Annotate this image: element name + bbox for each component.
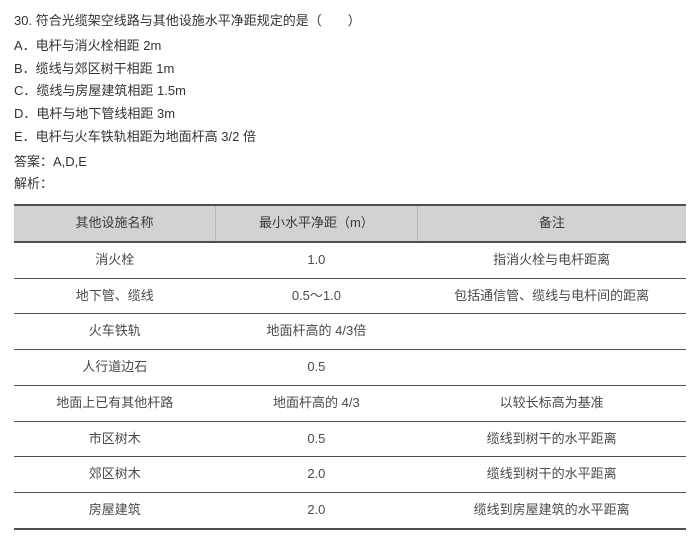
table-header-row: 其他设施名称 最小水平净距（m） 备注 [14, 205, 686, 242]
cell-remark: 包括通信管、缆线与电杆间的距离 [417, 278, 686, 314]
cell-remark [417, 350, 686, 386]
cell-facility: 火车铁轨 [14, 314, 216, 350]
cell-distance: 0.5～1.0 [216, 278, 418, 314]
col-header-facility: 其他设施名称 [14, 205, 216, 242]
option-a: A．电杆与消火栓相距 2m [14, 35, 686, 58]
option-c: C．缆线与房屋建筑相距 1.5m [14, 80, 686, 103]
table-row: 地面上已有其他杆路 地面杆高的 4/3 以较长标高为基准 [14, 385, 686, 421]
option-e: E．电杆与火车铁轨相距为地面杆高 3/2 倍 [14, 126, 686, 149]
table-row: 市区树木 0.5 缆线到树干的水平距离 [14, 421, 686, 457]
table-row: 地下管、缆线 0.5～1.0 包括通信管、缆线与电杆间的距离 [14, 278, 686, 314]
question-stem: 30. 符合光缆架空线路与其他设施水平净距规定的是（ ） [14, 10, 686, 33]
cell-remark: 以较长标高为基准 [417, 385, 686, 421]
table-row: 房屋建筑 2.0 缆线到房屋建筑的水平距离 [14, 493, 686, 529]
answer-line: 答案：A,D,E [14, 151, 686, 174]
cell-remark: 指消火栓与电杆距离 [417, 242, 686, 278]
col-header-remark: 备注 [417, 205, 686, 242]
question-number: 30. [14, 13, 32, 28]
cell-distance: 0.5 [216, 421, 418, 457]
table-row: 消火栓 1.0 指消火栓与电杆距离 [14, 242, 686, 278]
table-row: 郊区树木 2.0 缆线到树干的水平距离 [14, 457, 686, 493]
option-b: B．缆线与郊区树干相距 1m [14, 58, 686, 81]
question-text: 符合光缆架空线路与其他设施水平净距规定的是（ ） [36, 13, 361, 28]
explanation-label: 解析： [14, 173, 686, 196]
cell-facility: 市区树木 [14, 421, 216, 457]
table-row: 火车铁轨 地面杆高的 4/3倍 [14, 314, 686, 350]
answer-label: 答案： [14, 154, 53, 169]
cell-distance: 地面杆高的 4/3倍 [216, 314, 418, 350]
options-block: A．电杆与消火栓相距 2m B．缆线与郊区树干相距 1m C．缆线与房屋建筑相距… [14, 35, 686, 149]
cell-facility: 地下管、缆线 [14, 278, 216, 314]
cell-distance: 地面杆高的 4/3 [216, 385, 418, 421]
cell-facility: 房屋建筑 [14, 493, 216, 529]
cell-distance: 2.0 [216, 493, 418, 529]
option-d: D．电杆与地下管线相距 3m [14, 103, 686, 126]
cell-remark: 缆线到树干的水平距离 [417, 457, 686, 493]
col-header-distance: 最小水平净距（m） [216, 205, 418, 242]
cell-facility: 消火栓 [14, 242, 216, 278]
cell-remark [417, 314, 686, 350]
cell-distance: 0.5 [216, 350, 418, 386]
cell-facility: 郊区树木 [14, 457, 216, 493]
cell-remark: 缆线到房屋建筑的水平距离 [417, 493, 686, 529]
cell-distance: 2.0 [216, 457, 418, 493]
clearance-table: 其他设施名称 最小水平净距（m） 备注 消火栓 1.0 指消火栓与电杆距离 地下… [14, 204, 686, 530]
answer-value: A,D,E [53, 154, 87, 169]
cell-distance: 1.0 [216, 242, 418, 278]
cell-facility: 地面上已有其他杆路 [14, 385, 216, 421]
cell-remark: 缆线到树干的水平距离 [417, 421, 686, 457]
cell-facility: 人行道边石 [14, 350, 216, 386]
table-row: 人行道边石 0.5 [14, 350, 686, 386]
